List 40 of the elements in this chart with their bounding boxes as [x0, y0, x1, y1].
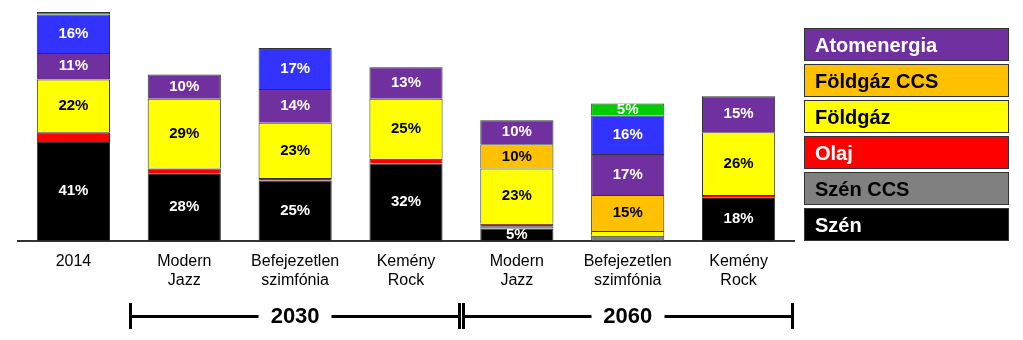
data-label: 23%	[501, 186, 532, 204]
data-label: 13%	[390, 73, 422, 91]
x-tick-label: Befejezetlen szimfónia	[251, 251, 340, 288]
x-tick-label: Modern Jazz	[157, 251, 212, 288]
x-tick-label: Kemény Rock	[709, 251, 768, 288]
data-label: 16%	[58, 23, 89, 41]
text: Atomenergia	[804, 28, 1009, 61]
data-label: 18%	[723, 209, 754, 227]
data-label: 17%	[280, 58, 311, 76]
data-label: 10%	[501, 146, 532, 164]
data-label: 17%	[612, 164, 643, 182]
bracket: 2030	[129, 303, 461, 329]
data-label: 16%	[612, 124, 643, 142]
text: Szén CCS	[804, 172, 1009, 205]
text: Olaj	[804, 136, 1009, 169]
data-label: 11%	[58, 56, 89, 74]
data-label: 32%	[390, 192, 422, 210]
data-label: 25%	[280, 200, 311, 218]
bracket: 2060	[461, 303, 794, 329]
data-label: 23%	[280, 140, 311, 158]
data-label: 25%	[390, 118, 422, 136]
x-tick-label: Befejezetlen szimfónia	[583, 251, 672, 288]
data-label: 5%	[616, 99, 639, 117]
data-label: 41%	[58, 181, 89, 199]
data-label: 10%	[169, 76, 200, 94]
x-tick-label: Kemény Rock	[376, 251, 436, 288]
x-tick-label: 2014	[55, 251, 92, 269]
data-label: 28%	[169, 197, 200, 215]
text: Földgáz CCS	[804, 64, 1009, 97]
data-label: 5%	[506, 224, 528, 242]
x-tick-label: Modern Jazz	[489, 251, 544, 288]
data-label: 26%	[723, 153, 754, 171]
data-label: 10%	[501, 122, 532, 140]
text: Szén	[804, 208, 1009, 241]
data-label: 29%	[169, 123, 200, 141]
text: Földgáz	[804, 100, 1009, 133]
data-label: 22%	[58, 95, 89, 113]
data-label: 15%	[612, 203, 643, 221]
data-label: 15%	[723, 104, 754, 122]
data-label: 14%	[280, 95, 311, 113]
